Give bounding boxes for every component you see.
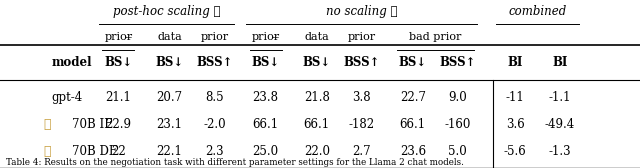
Text: 3.6: 3.6 — [506, 118, 525, 131]
Text: prior̶: prior̶ — [104, 32, 132, 42]
Text: -49.4: -49.4 — [545, 118, 575, 131]
Text: 20.7: 20.7 — [157, 91, 182, 104]
Text: 22.7: 22.7 — [400, 91, 426, 104]
Text: BSS↑: BSS↑ — [196, 56, 233, 69]
Text: 66.1: 66.1 — [304, 118, 330, 131]
Text: 🦌: 🦌 — [44, 145, 51, 158]
Text: 2.3: 2.3 — [205, 145, 224, 158]
Text: Table 4: Results on the negotiation task with different parameter settings for t: Table 4: Results on the negotiation task… — [6, 158, 464, 167]
Text: prior: prior — [200, 32, 228, 42]
Text: 3.8: 3.8 — [352, 91, 371, 104]
Text: BS↓: BS↓ — [303, 56, 331, 69]
Text: BS↓: BS↓ — [399, 56, 427, 69]
Text: data: data — [305, 32, 329, 42]
Text: 23.6: 23.6 — [400, 145, 426, 158]
Text: BSS↑: BSS↑ — [343, 56, 380, 69]
Text: prior: prior — [348, 32, 376, 42]
Text: BI: BI — [552, 56, 568, 69]
Text: 66.1: 66.1 — [400, 118, 426, 131]
Text: gpt-4: gpt-4 — [51, 91, 83, 104]
Text: 21.8: 21.8 — [304, 91, 330, 104]
Text: 22.9: 22.9 — [106, 118, 131, 131]
Text: 70B IF: 70B IF — [72, 118, 112, 131]
Text: model: model — [51, 56, 92, 69]
Text: 8.5: 8.5 — [205, 91, 224, 104]
Text: -2.0: -2.0 — [203, 118, 226, 131]
Text: 21.1: 21.1 — [106, 91, 131, 104]
Text: -5.6: -5.6 — [504, 145, 527, 158]
Text: 66.1: 66.1 — [253, 118, 278, 131]
Text: post-hoc scaling ⚖: post-hoc scaling ⚖ — [113, 5, 220, 18]
Text: 23.8: 23.8 — [253, 91, 278, 104]
Text: 70B DF: 70B DF — [72, 145, 117, 158]
Text: BS↓: BS↓ — [156, 56, 184, 69]
Text: BS↓: BS↓ — [104, 56, 132, 69]
Text: 9.0: 9.0 — [448, 91, 467, 104]
Text: bad prior: bad prior — [409, 32, 461, 42]
Text: 2.7: 2.7 — [352, 145, 371, 158]
Text: BSS↑: BSS↑ — [439, 56, 476, 69]
Text: 🦌: 🦌 — [44, 118, 51, 131]
Text: 22: 22 — [111, 145, 126, 158]
Text: prior̶: prior̶ — [252, 32, 280, 42]
Text: BS↓: BS↓ — [252, 56, 280, 69]
Text: combined: combined — [508, 5, 567, 18]
Text: data: data — [157, 32, 182, 42]
Text: no scaling ⚖: no scaling ⚖ — [326, 5, 397, 18]
Text: 25.0: 25.0 — [253, 145, 278, 158]
Text: 23.1: 23.1 — [157, 118, 182, 131]
Text: 22.1: 22.1 — [157, 145, 182, 158]
Text: -160: -160 — [444, 118, 471, 131]
Text: 22.0: 22.0 — [304, 145, 330, 158]
Text: BI: BI — [508, 56, 523, 69]
Text: -11: -11 — [506, 91, 525, 104]
Text: -182: -182 — [349, 118, 374, 131]
Text: -1.3: -1.3 — [548, 145, 572, 158]
Text: 5.0: 5.0 — [448, 145, 467, 158]
Text: -1.1: -1.1 — [548, 91, 572, 104]
